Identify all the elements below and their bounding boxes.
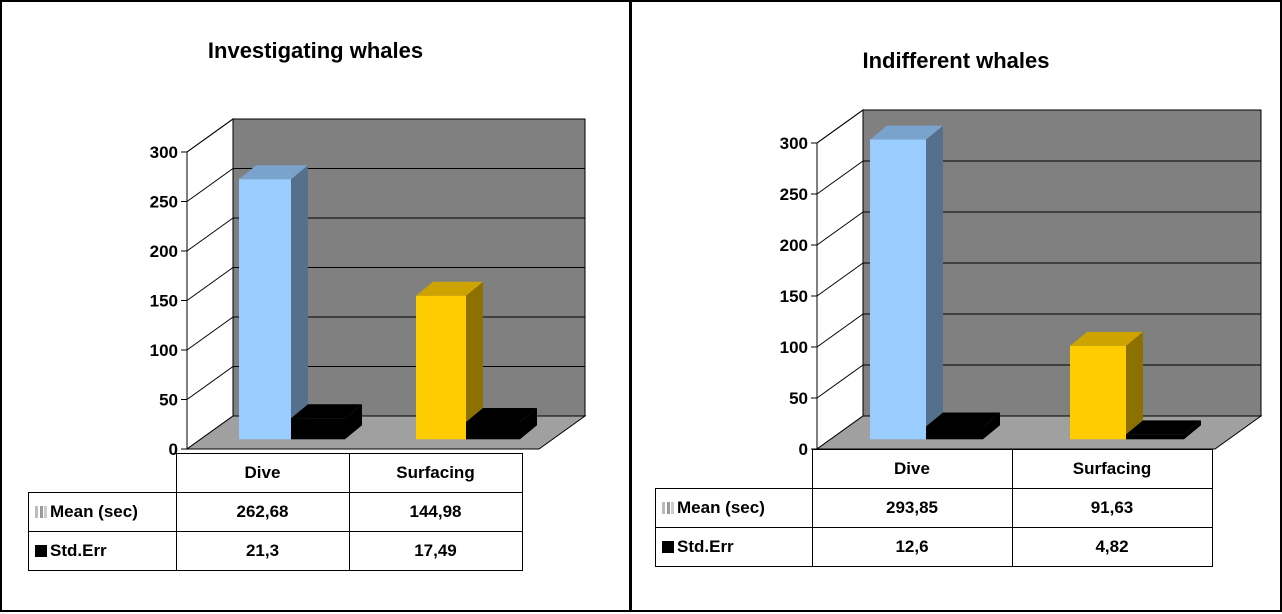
table-row: Mean (sec) 262,68 144,98 xyxy=(28,492,523,532)
stderr-legend-key xyxy=(662,541,674,553)
mean-label: Mean (sec) xyxy=(50,502,138,521)
table-header-row: Dive Surfacing xyxy=(29,453,523,493)
gridline-side xyxy=(816,313,864,348)
stderr-legend-key xyxy=(35,545,47,557)
y-tick-label: 50 xyxy=(159,391,178,410)
bar-mean-surfacing-side xyxy=(466,281,483,440)
mean-dive-value: 262,68 xyxy=(175,492,350,532)
bar-stderr-dive-side xyxy=(345,404,362,440)
table-row: Std.Err 21,3 17,49 xyxy=(28,531,523,571)
bar-chart-3d: 0 50 100 150 200 250 300 xyxy=(150,118,587,459)
gridline-side xyxy=(186,267,234,301)
mean-legend-key xyxy=(662,502,674,514)
y-tick-label: 100 xyxy=(150,341,178,360)
mean-dive-value: 293,85 xyxy=(811,488,1013,528)
category-surfacing: Surfacing xyxy=(348,453,523,493)
chart-panel-indifferent: Indifferent whales 0 50 100 150 200 250 300 Di… xyxy=(630,0,1282,612)
bar-stderr-dive-top xyxy=(291,404,362,419)
bar-stderr-surfacing xyxy=(466,421,520,440)
table-row: Mean (sec) 293,85 91,63 xyxy=(655,488,1213,528)
bar-mean-surfacing-side xyxy=(1126,331,1143,440)
y-tick-label: 300 xyxy=(780,134,808,153)
stderr-label: Std.Err xyxy=(677,537,734,556)
bar-stderr-surfacing-top xyxy=(1126,420,1201,435)
bar-stderr-surfacing-side xyxy=(1184,420,1201,440)
y-tick-label: 0 xyxy=(799,440,808,459)
gridline-side xyxy=(186,168,234,202)
bar-stderr-surfacing-side xyxy=(520,407,537,440)
bar-mean-surfacing xyxy=(416,295,466,440)
bar-mean-dive-top xyxy=(870,125,943,140)
data-table: Dive Surfacing Mean (sec) 262,68 144,98 … xyxy=(28,453,523,571)
y-tick-label: 200 xyxy=(150,242,178,261)
bar-mean-dive-side xyxy=(291,165,308,440)
bar-stderr-dive-side xyxy=(983,412,1000,440)
bar-stderr-surfacing-top xyxy=(466,407,537,422)
chart-panel-investigating: Investigating whales 0 50 100 150 200 250 300 … xyxy=(0,0,631,612)
y-tick-label: 200 xyxy=(780,236,808,255)
bar-mean-dive-top xyxy=(239,165,308,180)
bar-chart-3d: 0 50 100 150 200 250 300 xyxy=(780,109,1263,459)
row-label-stderr: Std.Err xyxy=(655,527,813,567)
chart-title: Investigating whales xyxy=(207,38,424,63)
bar-stderr-surfacing xyxy=(1126,434,1184,440)
gridline-side xyxy=(816,109,864,144)
bar-stderr-dive-top xyxy=(926,412,1000,427)
mean-label: Mean (sec) xyxy=(677,498,765,517)
gridline-side xyxy=(816,160,864,195)
row-label-mean: Mean (sec) xyxy=(655,488,813,528)
bar-mean-dive-side xyxy=(926,125,943,440)
bar-mean-surfacing-top xyxy=(1070,331,1143,346)
data-table: Dive Surfacing Mean (sec) 293,85 91,63 S… xyxy=(655,449,1213,567)
y-tick-label: 150 xyxy=(150,292,178,311)
table-header-row: Dive Surfacing xyxy=(656,449,1213,489)
bar-mean-surfacing-top xyxy=(416,281,483,296)
row-label-mean: Mean (sec) xyxy=(28,492,177,532)
stderr-dive-value: 12,6 xyxy=(811,527,1013,567)
y-tick-label: 50 xyxy=(789,389,808,408)
bar-mean-dive xyxy=(870,139,926,440)
gridline-side xyxy=(186,316,234,351)
stderr-label: Std.Err xyxy=(50,541,107,560)
stderr-surfacing-value: 4,82 xyxy=(1011,527,1213,567)
chart-title: Indifferent whales xyxy=(862,48,1050,73)
bar-mean-dive xyxy=(239,179,291,440)
stderr-surfacing-value: 17,49 xyxy=(348,531,523,571)
bar-mean-surfacing xyxy=(1070,345,1126,440)
bar-stderr-dive xyxy=(291,418,345,440)
mean-surfacing-value: 91,63 xyxy=(1011,488,1213,528)
mean-surfacing-value: 144,98 xyxy=(348,492,523,532)
gridline-side xyxy=(816,211,864,246)
y-tick-label: 300 xyxy=(150,143,178,162)
bar-stderr-dive xyxy=(926,426,983,440)
table-row: Std.Err 12,6 4,82 xyxy=(655,527,1213,567)
gridline-side xyxy=(186,118,234,153)
y-tick-label: 0 xyxy=(169,440,178,459)
gridline-side xyxy=(186,217,234,252)
mean-legend-key xyxy=(35,506,47,518)
category-surfacing: Surfacing xyxy=(1011,449,1213,489)
category-dive: Dive xyxy=(175,453,350,493)
category-dive: Dive xyxy=(811,449,1013,489)
y-tick-label: 250 xyxy=(780,185,808,204)
gridline-side xyxy=(186,366,234,400)
stderr-dive-value: 21,3 xyxy=(175,531,350,571)
gridline-side xyxy=(816,364,864,399)
row-label-stderr: Std.Err xyxy=(28,531,177,571)
y-tick-label: 250 xyxy=(150,193,178,212)
gridline-side xyxy=(816,262,864,297)
y-tick-label: 150 xyxy=(780,287,808,306)
y-tick-label: 100 xyxy=(780,338,808,357)
